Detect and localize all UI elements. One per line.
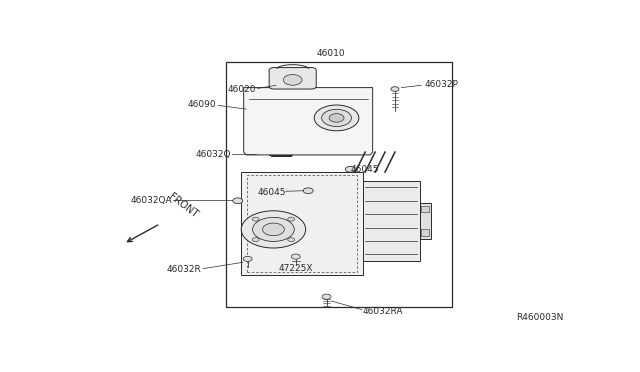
Text: 46045: 46045 xyxy=(350,165,379,174)
Bar xyxy=(241,172,363,275)
Bar xyxy=(421,206,429,212)
Text: R460003N: R460003N xyxy=(516,314,564,323)
Circle shape xyxy=(233,198,243,203)
Text: 46032Q: 46032Q xyxy=(196,150,231,160)
Text: 46032QA: 46032QA xyxy=(130,196,172,205)
Circle shape xyxy=(243,256,252,262)
FancyBboxPatch shape xyxy=(269,68,316,89)
Circle shape xyxy=(241,211,306,248)
Text: 46032R: 46032R xyxy=(167,265,202,274)
Circle shape xyxy=(391,87,399,92)
Bar xyxy=(363,181,420,261)
Circle shape xyxy=(262,223,284,236)
Bar xyxy=(421,230,429,236)
Circle shape xyxy=(329,113,344,122)
Circle shape xyxy=(252,238,259,242)
Circle shape xyxy=(322,109,351,126)
Text: 46032P: 46032P xyxy=(425,80,459,89)
Text: 46045: 46045 xyxy=(257,187,286,197)
Circle shape xyxy=(288,217,294,221)
Text: 46090: 46090 xyxy=(188,100,216,109)
Text: 46020: 46020 xyxy=(228,84,256,93)
Bar xyxy=(247,175,356,272)
Circle shape xyxy=(288,238,294,242)
Text: FRONT: FRONT xyxy=(167,191,200,219)
Circle shape xyxy=(303,188,313,193)
Bar xyxy=(227,62,452,307)
Circle shape xyxy=(252,217,259,221)
Circle shape xyxy=(253,217,294,241)
Bar xyxy=(420,203,431,239)
Circle shape xyxy=(346,166,355,172)
Circle shape xyxy=(322,294,331,299)
Circle shape xyxy=(284,74,302,85)
Circle shape xyxy=(291,254,300,259)
Text: 47225X: 47225X xyxy=(278,264,313,273)
Circle shape xyxy=(314,105,359,131)
Text: 46010: 46010 xyxy=(316,48,345,58)
Polygon shape xyxy=(244,87,372,155)
Text: 46032RA: 46032RA xyxy=(363,307,403,315)
